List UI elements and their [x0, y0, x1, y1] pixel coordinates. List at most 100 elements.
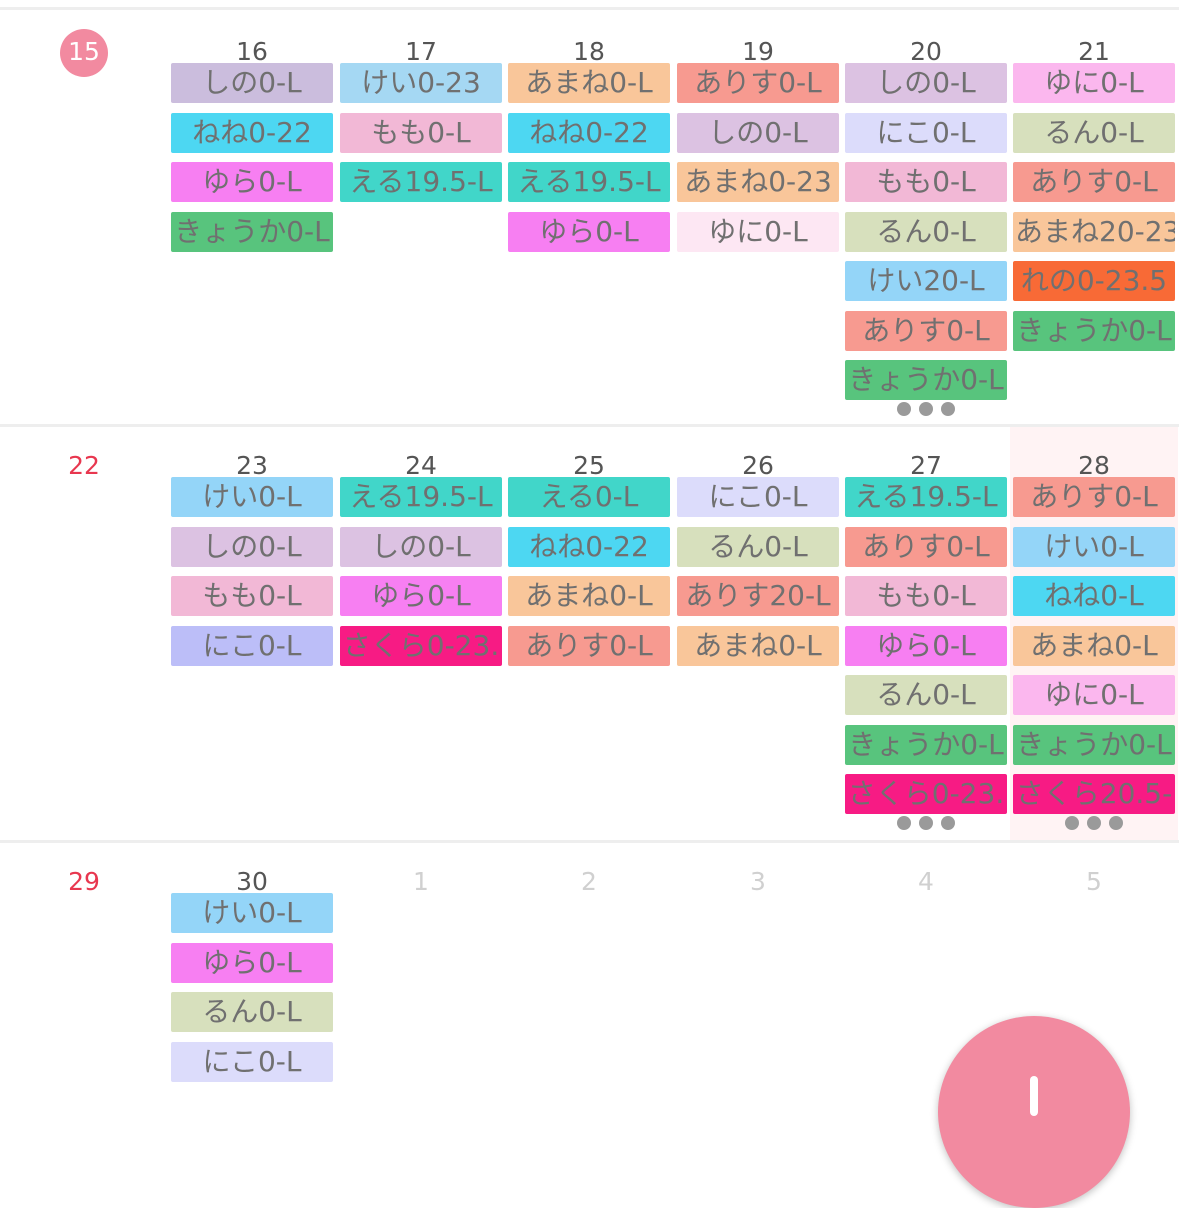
calendar-event[interactable]: ゆに0-L: [1013, 63, 1175, 103]
calendar-event[interactable]: にこ0-L: [171, 1042, 333, 1082]
calendar-event[interactable]: ゆら0-L: [171, 162, 333, 202]
add-event-button[interactable]: [938, 1016, 1130, 1208]
day-number: 20: [910, 37, 942, 66]
calendar-event[interactable]: ありす0-L: [677, 63, 839, 103]
day-cell[interactable]: 27 える19.5-L ありす0-L もも0-L ゆら0-L るん0-L きょうか0-L さく…: [842, 427, 1010, 840]
calendar-event[interactable]: きょうか0-L: [845, 725, 1007, 765]
calendar-event[interactable]: あまね0-23: [677, 162, 839, 202]
day-cell[interactable]: 24 える19.5-L しの0-L ゆら0-L さくら0-23.: [337, 427, 505, 840]
day-cell[interactable]: 28 ありす0-L けい0-L ねね0-L あまね0-L ゆに0-L きょうか0-L さくら2…: [1010, 427, 1178, 840]
calendar-event[interactable]: あまね0-L: [677, 626, 839, 666]
day-cell[interactable]: 16 しの0-L ねね0-22 ゆら0-L きょうか0-L: [168, 13, 336, 424]
ellipsis-dot: [1109, 816, 1123, 830]
day-cell[interactable]: 30 けい0-L ゆら0-L るん0-L にこ0-L: [168, 843, 336, 1093]
calendar-event[interactable]: える19.5-L: [508, 162, 670, 202]
calendar-event[interactable]: ゆら0-L: [845, 626, 1007, 666]
ellipsis-icon[interactable]: [842, 402, 1010, 416]
calendar-event[interactable]: もも0-L: [845, 162, 1007, 202]
calendar-event[interactable]: ありす0-L: [845, 311, 1007, 351]
day-cell[interactable]: 1: [337, 843, 505, 1093]
calendar-event[interactable]: しの0-L: [845, 63, 1007, 103]
calendar-event[interactable]: きょうか0-L: [845, 360, 1007, 400]
day-number: 3: [750, 867, 766, 896]
calendar-event[interactable]: あまね0-L: [508, 576, 670, 616]
ellipsis-dot: [919, 402, 933, 416]
day-number: 17: [405, 37, 437, 66]
day-cell[interactable]: 19 ありす0-L しの0-L あまね0-23 ゆに0-L: [674, 13, 842, 424]
calendar-event[interactable]: ねね0-22: [508, 527, 670, 567]
calendar-event[interactable]: しの0-L: [677, 113, 839, 153]
calendar-event[interactable]: ねね0-22: [508, 113, 670, 153]
calendar-event[interactable]: るん0-L: [845, 675, 1007, 715]
day-cell[interactable]: 15: [0, 13, 168, 424]
day-cell[interactable]: 22: [0, 427, 168, 840]
calendar-event[interactable]: もも0-L: [340, 113, 502, 153]
day-cell[interactable]: 18 あまね0-L ねね0-22 える19.5-L ゆら0-L: [505, 13, 673, 424]
ellipsis-icon[interactable]: [842, 816, 1010, 830]
calendar-event[interactable]: れの0-23.5: [1013, 261, 1175, 301]
day-number: 21: [1078, 37, 1110, 66]
calendar-event[interactable]: にこ0-L: [171, 626, 333, 666]
calendar-event[interactable]: にこ0-L: [677, 477, 839, 517]
calendar-event[interactable]: るん0-L: [845, 212, 1007, 252]
day-number: 18: [573, 37, 605, 66]
calendar-event[interactable]: ゆに0-L: [1013, 675, 1175, 715]
calendar-event[interactable]: える19.5-L: [845, 477, 1007, 517]
calendar-event[interactable]: ねね0-L: [1013, 576, 1175, 616]
calendar-event[interactable]: さくら0-23.: [340, 626, 502, 666]
calendar-event[interactable]: けい0-23: [340, 63, 502, 103]
calendar-event[interactable]: あまね0-L: [508, 63, 670, 103]
ellipsis-icon[interactable]: [1010, 816, 1178, 830]
day-number: 23: [236, 451, 268, 480]
calendar-event[interactable]: るん0-L: [1013, 113, 1175, 153]
ellipsis-dot: [1065, 816, 1079, 830]
calendar-event[interactable]: きょうか0-L: [1013, 311, 1175, 351]
calendar-event[interactable]: あまね20-23: [1013, 212, 1175, 252]
calendar-event[interactable]: ゆら0-L: [508, 212, 670, 252]
calendar-event[interactable]: あまね0-L: [1013, 626, 1175, 666]
calendar-event[interactable]: える19.5-L: [340, 477, 502, 517]
today-indicator: [60, 29, 108, 77]
day-cell[interactable]: 5: [1010, 843, 1178, 1093]
calendar-event[interactable]: けい0-L: [171, 893, 333, 933]
calendar-event[interactable]: える19.5-L: [340, 162, 502, 202]
calendar-event[interactable]: けい20-L: [845, 261, 1007, 301]
calendar-event[interactable]: るん0-L: [677, 527, 839, 567]
calendar-event[interactable]: るん0-L: [171, 992, 333, 1032]
calendar-event[interactable]: しの0-L: [171, 527, 333, 567]
day-cell[interactable]: 25 える0-L ねね0-22 あまね0-L ありす0-L: [505, 427, 673, 840]
day-cell[interactable]: 23 けい0-L しの0-L もも0-L にこ0-L: [168, 427, 336, 840]
calendar-event[interactable]: ありす0-L: [508, 626, 670, 666]
day-cell[interactable]: 29: [0, 843, 168, 1093]
calendar-event[interactable]: けい0-L: [1013, 527, 1175, 567]
calendar-event[interactable]: ありす0-L: [1013, 162, 1175, 202]
day-cell[interactable]: 21 ゆに0-L るん0-L ありす0-L あまね20-23 れの0-23.5 きょうか0-…: [1010, 13, 1178, 424]
calendar-event[interactable]: ゆに0-L: [677, 212, 839, 252]
calendar-event[interactable]: きょうか0-L: [171, 212, 333, 252]
day-cell[interactable]: 17 けい0-23 もも0-L える19.5-L: [337, 13, 505, 424]
day-cell[interactable]: 20 しの0-L にこ0-L もも0-L るん0-L けい20-L ありす0-L きょうか0-…: [842, 13, 1010, 424]
calendar-event[interactable]: ねね0-22: [171, 113, 333, 153]
calendar-event[interactable]: にこ0-L: [845, 113, 1007, 153]
calendar-event[interactable]: ゆら0-L: [171, 943, 333, 983]
calendar-event[interactable]: ゆら0-L: [340, 576, 502, 616]
day-number: 16: [236, 37, 268, 66]
calendar-event[interactable]: もも0-L: [171, 576, 333, 616]
day-cell[interactable]: 4: [842, 843, 1010, 1093]
day-cell[interactable]: 3: [674, 843, 842, 1093]
calendar-event[interactable]: しの0-L: [171, 63, 333, 103]
calendar-event[interactable]: さくら20.5-: [1013, 774, 1175, 814]
calendar-event[interactable]: ありす0-L: [1013, 477, 1175, 517]
calendar-event[interactable]: ありす0-L: [845, 527, 1007, 567]
calendar-event[interactable]: しの0-L: [340, 527, 502, 567]
calendar-event[interactable]: きょうか0-L: [1013, 725, 1175, 765]
day-cell[interactable]: 2: [505, 843, 673, 1093]
calendar-event[interactable]: けい0-L: [171, 477, 333, 517]
day-cell[interactable]: 26 にこ0-L るん0-L ありす20-L あまね0-L: [674, 427, 842, 840]
day-number: 25: [573, 451, 605, 480]
calendar-event[interactable]: もも0-L: [845, 576, 1007, 616]
day-number: 1: [413, 867, 429, 896]
calendar-event[interactable]: ありす20-L: [677, 576, 839, 616]
calendar-event[interactable]: える0-L: [508, 477, 670, 517]
calendar-event[interactable]: さくら0-23.: [845, 774, 1007, 814]
